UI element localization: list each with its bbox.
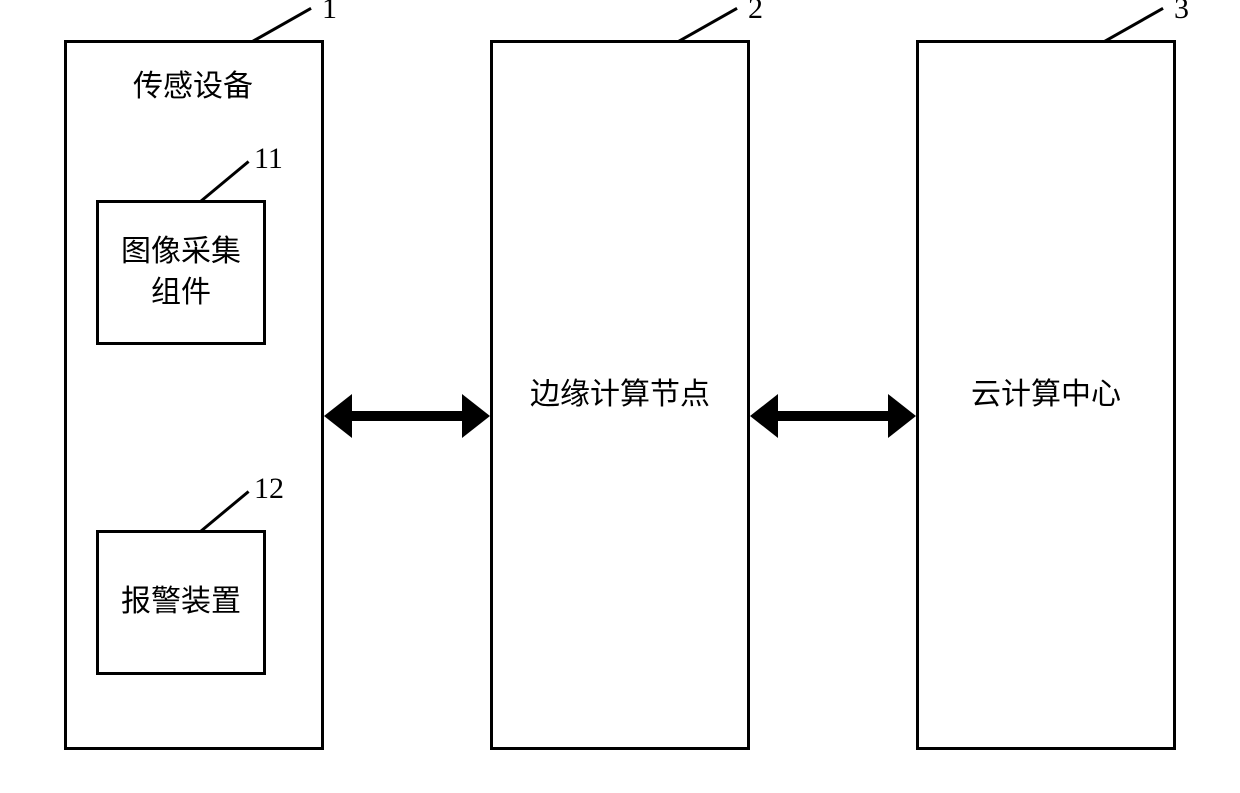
box-sensor-device-title: 传感设备 — [93, 61, 293, 105]
ref-label-12: 12 — [254, 472, 284, 506]
box-cloud-center: 云计算中心 — [916, 40, 1176, 750]
arrow-2 — [750, 390, 916, 442]
box-alarm-device-text: 报警装置 — [111, 582, 251, 623]
box-edge-node-text: 边缘计算节点 — [520, 375, 720, 416]
leader-line-1 — [252, 7, 312, 43]
box-alarm-device: 报警装置 — [96, 530, 266, 675]
ref-label-2: 2 — [748, 0, 763, 26]
ref-label-3: 3 — [1174, 0, 1189, 26]
box-image-acquisition-text: 图像采集组件 — [111, 232, 251, 313]
ref-label-1: 1 — [322, 0, 337, 26]
box-cloud-center-text: 云计算中心 — [946, 375, 1146, 416]
arrow-1 — [324, 390, 490, 442]
leader-line-2 — [678, 7, 738, 43]
leader-line-3 — [1104, 7, 1164, 43]
box-edge-node: 边缘计算节点 — [490, 40, 750, 750]
box-image-acquisition: 图像采集组件 — [96, 200, 266, 345]
ref-label-11: 11 — [254, 142, 283, 176]
